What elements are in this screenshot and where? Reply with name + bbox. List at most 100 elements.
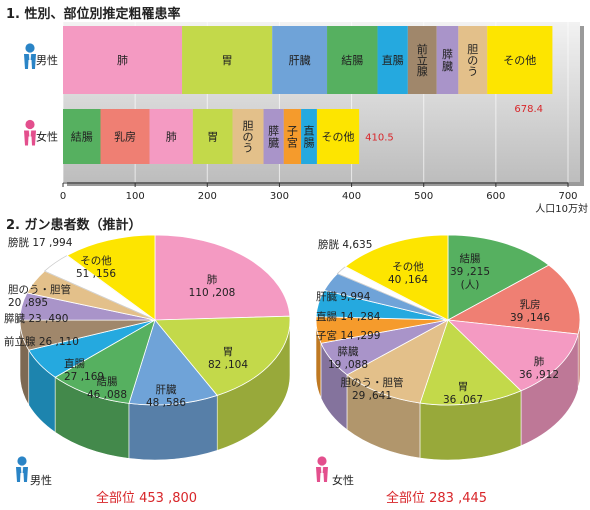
pie-slice-label: 膵臓 23 ,490 xyxy=(4,313,68,325)
bar-segment xyxy=(149,109,193,164)
pie-slice-label: 結腸 xyxy=(460,252,481,265)
pie-slice-label: 肺 xyxy=(207,274,218,286)
segment-label: その他 xyxy=(503,54,536,67)
pie-slice-value: 39 ,146 xyxy=(510,312,550,324)
category-icon xyxy=(24,43,36,69)
person-head xyxy=(25,119,35,130)
bar-segment xyxy=(182,26,273,94)
pie-slice-label: 胆のう・胆管 xyxy=(341,376,404,389)
pie-slice-label: 肺 xyxy=(534,356,545,368)
pie-slice-unit: (人) xyxy=(461,279,480,291)
pie-slice-label: 膵臓 xyxy=(338,346,359,358)
bar-total-label: 410.5 xyxy=(365,133,394,144)
pie-slice xyxy=(154,315,291,396)
pie-slice xyxy=(447,234,550,321)
segment-label: の xyxy=(243,131,254,144)
person-body xyxy=(24,130,36,146)
segment-label: 臓 xyxy=(442,60,453,73)
person-tie xyxy=(20,467,24,474)
pie-slice-label: その他 xyxy=(80,254,112,267)
segment-label: 胆 xyxy=(467,43,478,56)
segment-label: う xyxy=(467,65,478,78)
pie-slice xyxy=(128,319,218,406)
segment-label: 胃 xyxy=(222,54,233,67)
bar-segment xyxy=(377,26,408,94)
pie-slice-label: 直腸 14 ,284 xyxy=(316,310,381,323)
bar-segment xyxy=(407,26,437,94)
pie-slice-value: 39 ,215 xyxy=(450,266,490,278)
segment-label: う xyxy=(243,142,254,155)
segment-label: 結腸 xyxy=(71,130,93,144)
pie-slice-label: 膀胱 4,635 xyxy=(318,238,372,251)
category-label: 女性 xyxy=(36,130,58,144)
person-body xyxy=(16,467,28,482)
category-label: 男性 xyxy=(36,53,58,67)
pie-slice-label: 胃 xyxy=(458,381,469,393)
segment-label: 肺 xyxy=(166,131,177,144)
segment-label: 肝臓 xyxy=(289,54,311,67)
pie-slice xyxy=(446,264,581,335)
segment-label: 臓 xyxy=(268,137,279,150)
section2-title: 2. ガン患者数（推計） xyxy=(6,218,142,233)
pie-slice-label: 肝臓 9,994 xyxy=(316,291,371,303)
bar-segment xyxy=(63,26,183,94)
person-head xyxy=(25,43,35,53)
pie-slice-value: 110 ,208 xyxy=(189,287,236,299)
category-icon xyxy=(24,119,36,146)
pie-slice xyxy=(344,234,449,321)
male-icon xyxy=(16,456,28,482)
bar-segment xyxy=(487,26,553,94)
person-body xyxy=(316,467,328,482)
segment-label: 胆 xyxy=(243,120,254,133)
pie-slice-label: 肝臓 xyxy=(156,384,177,396)
segment-label: その他 xyxy=(322,131,355,144)
x-tick-label: 300 xyxy=(270,191,289,202)
x-tick-label: 500 xyxy=(414,191,433,202)
segment-label: 子 xyxy=(287,125,298,138)
bar-segment xyxy=(100,109,150,164)
pie-total-label: 全部位 283 ,445 xyxy=(386,490,487,506)
bar-segment xyxy=(283,109,302,164)
person-body xyxy=(24,54,36,69)
segment-label: 宮 xyxy=(287,136,298,150)
stacked-bar-chart: 0 100 200 300 400 500 600 700人口10万対男性肺胃肝臓 結腸 直腸前立… xyxy=(24,22,588,215)
person-tie xyxy=(28,54,32,61)
pie-slice-label: 胆のう・胆管 xyxy=(8,283,71,296)
x-tick-label: 100 xyxy=(126,191,145,202)
bar-segment xyxy=(192,109,233,164)
pie-slice-value: 82 ,104 xyxy=(208,359,248,371)
segment-label: 腸 xyxy=(304,137,315,150)
segment-label: 肺 xyxy=(117,54,128,67)
pie-slice-label: 胃 xyxy=(223,346,234,358)
pie-slice-label: 前立腺 26 ,110 xyxy=(4,335,79,348)
bar-segment xyxy=(232,109,264,164)
pie-slice xyxy=(346,319,449,404)
pie-slice-label: 乳房 xyxy=(520,298,541,311)
person-head xyxy=(17,456,27,466)
segment-label: 腺 xyxy=(417,64,428,78)
pie-slice xyxy=(446,319,579,392)
bar-segment xyxy=(301,109,317,164)
bar-segment xyxy=(272,26,328,94)
x-tick-label: 0 xyxy=(60,191,66,202)
x-tick-label: 700 xyxy=(558,191,577,202)
segment-label: 結腸 xyxy=(341,53,363,67)
bar-segment xyxy=(63,109,101,164)
pie-slice xyxy=(154,234,291,321)
bar-segment xyxy=(327,26,378,94)
segment-label: 膵 xyxy=(268,125,279,138)
female-icon xyxy=(316,456,328,482)
x-tick-label: 400 xyxy=(342,191,361,202)
pie-category-label: 男性 xyxy=(30,473,52,487)
x-axis-label: 人口10万対 xyxy=(535,202,588,215)
pie-slice-label: その他 xyxy=(392,260,424,273)
pie-slice-value: 40 ,164 xyxy=(388,274,428,286)
person-tie xyxy=(320,467,324,474)
pie-slice-value: 36 ,912 xyxy=(519,369,559,381)
segment-label: 直 xyxy=(304,124,315,138)
bar-segment xyxy=(436,26,459,94)
person-head xyxy=(317,456,327,466)
